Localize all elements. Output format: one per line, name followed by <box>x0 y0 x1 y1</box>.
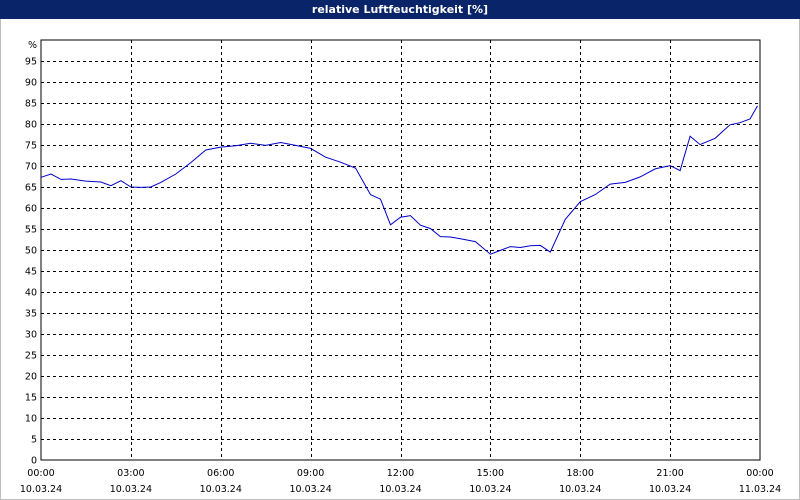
y-axis-labels: 0 5 10 15 20 25 30 35 40 45 50 55 60 65 70 75 80 85 90 95 <box>25 57 37 467</box>
x-tick-date-label: 11.03.24 <box>739 484 781 495</box>
x-tick-time-label: 00:00 <box>27 468 54 479</box>
y-tick-label: 35 <box>25 309 37 320</box>
y-axis-unit-label: % <box>28 40 37 51</box>
plot-area <box>40 39 761 461</box>
y-tick-label: 75 <box>25 141 37 152</box>
y-tick-label: 5 <box>31 435 37 446</box>
y-tick-label: 50 <box>25 246 37 257</box>
y-tick-label: 55 <box>25 225 37 236</box>
x-tick-time-label: 00:00 <box>746 468 773 479</box>
x-tick-date-label: 10.03.24 <box>289 484 331 495</box>
y-tick-label: 40 <box>25 288 37 299</box>
y-tick-label: 10 <box>25 414 37 425</box>
x-tick-date-label: 10.03.24 <box>559 484 601 495</box>
x-tick-time-label: 12:00 <box>387 468 414 479</box>
y-tick-label: 45 <box>25 267 37 278</box>
y-tick-label: 95 <box>25 57 37 68</box>
y-tick-label: 30 <box>25 330 37 341</box>
y-tick-label: 85 <box>25 99 37 110</box>
x-tick-time-label: 21:00 <box>656 468 683 479</box>
y-tick-label: 0 <box>31 456 37 467</box>
y-tick-label: 60 <box>25 204 37 215</box>
x-axis-labels: 00:00 10.03.24 03:00 10.03.24 06:00 10.03.24 0… <box>20 468 781 495</box>
x-tick-date-label: 10.03.24 <box>469 484 511 495</box>
humidity-series-line <box>40 105 758 255</box>
x-tick-date-label: 10.03.24 <box>20 484 62 495</box>
y-tick-label: 90 <box>25 78 37 89</box>
chart-title: relative Luftfeuchtigkeit [%] <box>0 0 800 19</box>
x-tick-time-label: 15:00 <box>477 468 504 479</box>
x-tick-date-label: 10.03.24 <box>110 484 152 495</box>
y-tick-label: 80 <box>25 120 37 131</box>
x-tick-time-label: 06:00 <box>207 468 234 479</box>
y-tick-label: 65 <box>25 183 37 194</box>
grid <box>41 40 760 460</box>
y-tick-label: 15 <box>25 393 37 404</box>
x-tick-time-label: 03:00 <box>117 468 144 479</box>
y-tick-label: 70 <box>25 162 37 173</box>
x-tick-date-label: 10.03.24 <box>200 484 242 495</box>
x-tick-time-label: 18:00 <box>567 468 594 479</box>
x-tick-date-label: 10.03.24 <box>649 484 691 495</box>
y-tick-label: 20 <box>25 372 37 383</box>
y-tick-label: 25 <box>25 351 37 362</box>
x-tick-time-label: 09:00 <box>297 468 324 479</box>
x-tick-date-label: 10.03.24 <box>379 484 421 495</box>
